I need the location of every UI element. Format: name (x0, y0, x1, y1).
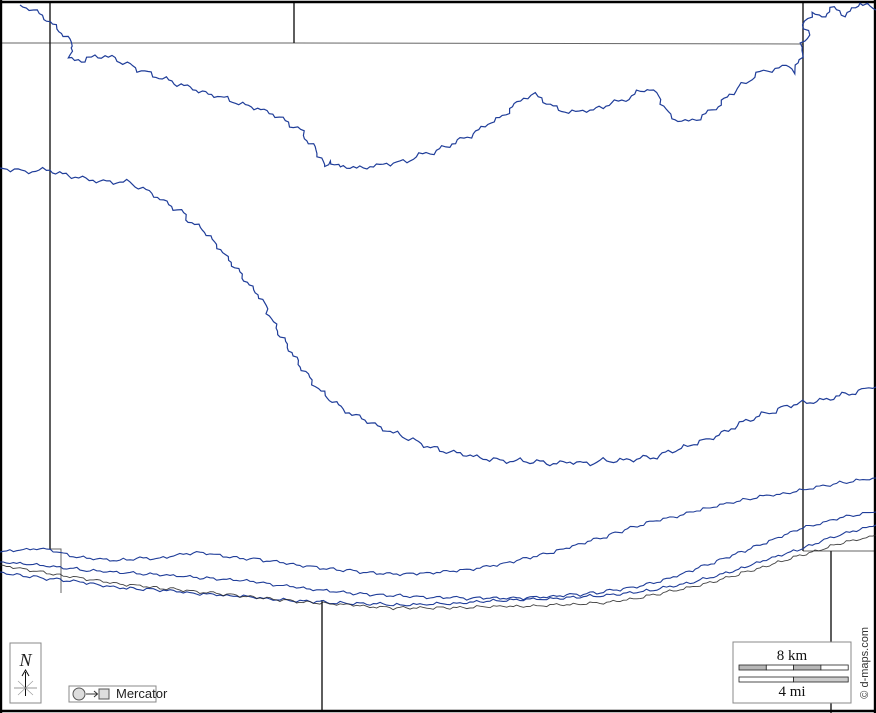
svg-text:© d-maps.com: © d-maps.com (859, 627, 871, 699)
svg-text:N: N (18, 650, 32, 670)
svg-text:8 km: 8 km (777, 648, 808, 664)
svg-text:Mercator: Mercator (116, 686, 168, 701)
svg-text:4 mi: 4 mi (778, 684, 805, 700)
